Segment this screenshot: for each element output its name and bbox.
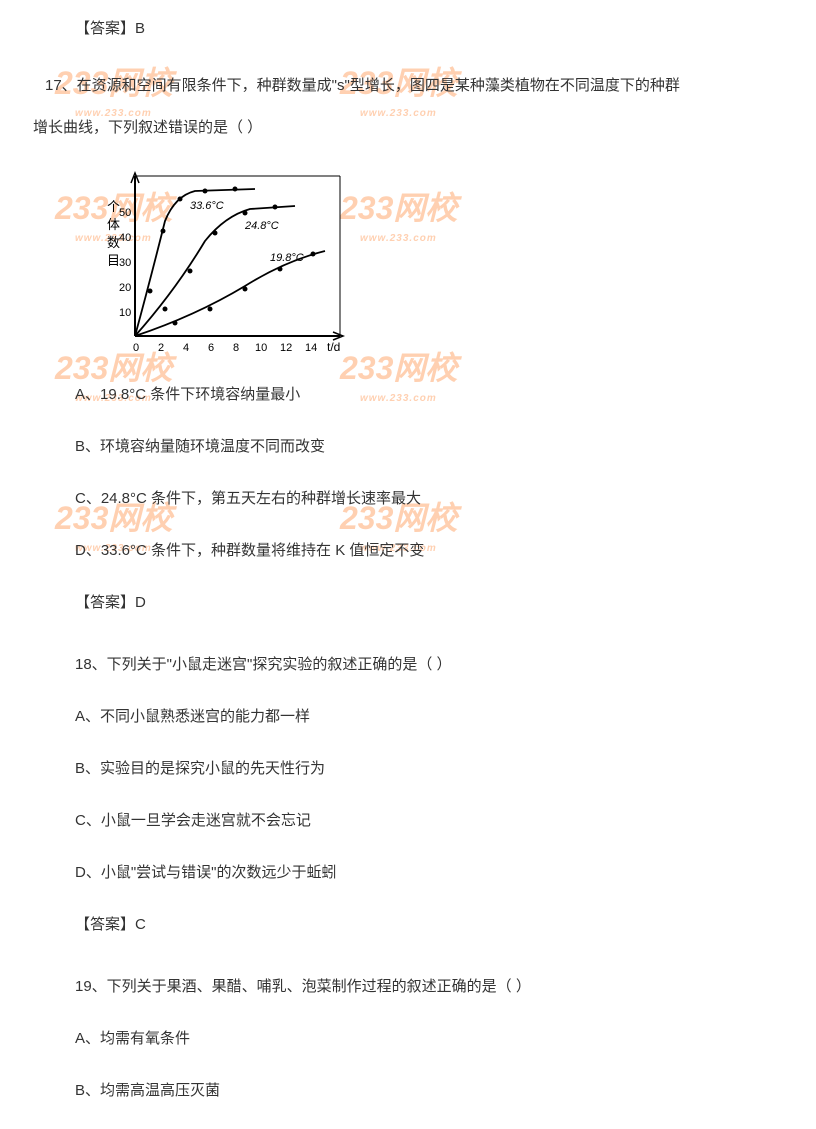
q18-option-c: C、小鼠一旦学会走迷宫就不会忘记 [75,807,786,834]
q17-text-line1: 17、在资源和空间有限条件下，种群数量成"s"型增长，图四是某种藻类植物在不同温… [75,72,786,99]
q19-option-a: A、均需有氧条件 [75,1025,786,1052]
q18-option-b: B、实验目的是探究小鼠的先天性行为 [75,755,786,782]
svg-text:0: 0 [133,342,139,354]
q17-text-line2: 增长曲线，下列叙述错误的是（ ） [33,114,786,141]
q18-option-a: A、不同小鼠熟悉迷宫的能力都一样 [75,703,786,730]
q17-option-d: D、33.6°C 条件下，种群数量将维持在 K 值恒定不变 [75,537,786,564]
svg-text:10: 10 [255,342,267,354]
growth-curve-graph: 个 体 数 目 10 20 30 40 50 0 2 4 6 8 10 12 1… [95,161,355,361]
q17-option-c: C、24.8°C 条件下，第五天左右的种群增长速率最大 [75,485,786,512]
svg-text:12: 12 [280,342,292,354]
svg-text:30: 30 [119,257,131,269]
svg-text:6: 6 [208,342,214,354]
svg-text:8: 8 [233,342,239,354]
q19-text: 19、下列关于果酒、果醋、哺乳、泡菜制作过程的叙述正确的是（ ） [75,973,786,1000]
svg-text:24.8°C: 24.8°C [244,220,279,232]
svg-text:2: 2 [158,342,164,354]
q18-text: 18、下列关于"小鼠走迷宫"探究实验的叙述正确的是（ ） [75,651,786,678]
q18-answer: 【答案】C [75,911,786,938]
q18-option-d: D、小鼠"尝试与错误"的次数远少于蚯蚓 [75,859,786,886]
svg-text:4: 4 [183,342,189,354]
q19-option-b: B、均需高温高压灭菌 [75,1077,786,1104]
svg-text:33.6°C: 33.6°C [190,200,224,212]
answer-16: 【答案】B [75,15,786,42]
svg-text:10: 10 [119,307,131,319]
svg-text:14: 14 [305,342,317,354]
svg-text:体: 体 [107,217,120,232]
svg-text:40: 40 [119,232,131,244]
svg-text:t/d: t/d [327,340,340,354]
document-content: 【答案】B 17、在资源和空间有限条件下，种群数量成"s"型增长，图四是某种藻类… [0,0,816,1129]
svg-text:50: 50 [119,207,131,219]
svg-text:19.8°C: 19.8°C [270,252,304,264]
q17-option-a: A、19.8°C 条件下环境容纳量最小 [75,381,786,408]
q17-answer: 【答案】D [75,589,786,616]
svg-text:20: 20 [119,282,131,294]
q17-option-b: B、环境容纳量随环境温度不同而改变 [75,433,786,460]
